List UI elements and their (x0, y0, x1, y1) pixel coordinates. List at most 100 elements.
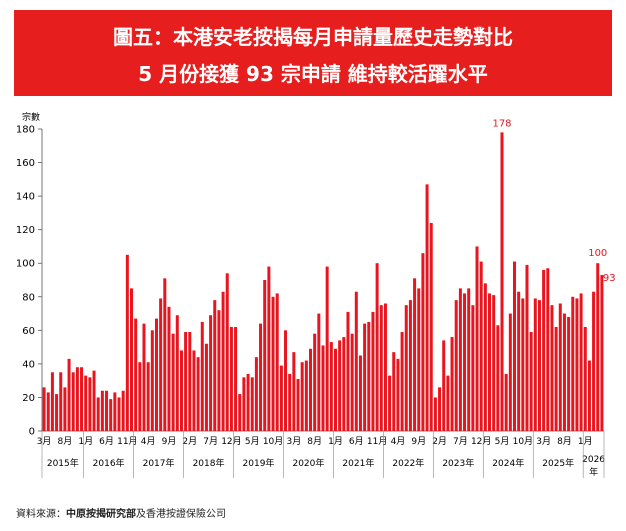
bar (458, 288, 462, 431)
bar (600, 274, 604, 431)
bar (562, 313, 566, 431)
bar (304, 360, 308, 431)
bar (383, 303, 387, 431)
bar (467, 288, 471, 431)
bar (225, 273, 229, 431)
bar (309, 348, 313, 431)
x-tick-label: 9月 (411, 436, 426, 447)
x-tick-label: 5月 (245, 436, 260, 447)
bar (321, 345, 325, 431)
bar (163, 278, 167, 431)
bar (463, 293, 467, 431)
bar (558, 303, 562, 431)
x-tick-label: 3月 (286, 436, 301, 447)
bar (67, 358, 71, 431)
y-axis-label: 宗數 (22, 111, 40, 123)
x-tick-label: 3月 (536, 436, 551, 447)
chart-subtitle: 5 月份接獲 93 宗申請 維持較活躍水平 (138, 62, 488, 86)
bar (512, 261, 516, 431)
bar (209, 315, 213, 431)
data-label: 93 (603, 273, 616, 284)
bar (84, 375, 88, 431)
bar (571, 296, 575, 431)
bar (367, 321, 371, 431)
bar (246, 373, 250, 431)
bar (159, 298, 163, 431)
bar (267, 266, 271, 431)
bar (184, 332, 188, 431)
bar (175, 315, 179, 431)
bar (63, 387, 67, 431)
x-tick-label: 3月 (37, 436, 52, 447)
bar (413, 278, 417, 431)
year-label: 2024年 (492, 457, 524, 469)
bar (583, 326, 587, 431)
y-tick-label: 160 (16, 158, 35, 169)
bar (542, 269, 546, 431)
bar (142, 323, 146, 431)
bar (525, 264, 529, 431)
bar (130, 288, 134, 431)
y-tick-label: 180 (16, 125, 35, 136)
bar (417, 288, 421, 431)
source-note: 資料來源：中原按揭研究部及香港按證保險公司 (16, 505, 226, 520)
bar (254, 357, 258, 431)
bar (188, 332, 192, 431)
bar (550, 305, 554, 431)
bar (446, 375, 450, 431)
bar (238, 394, 242, 431)
data-label: 178 (492, 118, 511, 129)
bar (554, 326, 558, 431)
bar (121, 390, 125, 431)
bar (379, 305, 383, 431)
x-tick-label: 4月 (141, 436, 156, 447)
bar (313, 333, 317, 431)
bar (354, 291, 358, 431)
bar (358, 355, 362, 431)
bar (80, 367, 84, 431)
bar (575, 298, 579, 431)
bar (421, 253, 425, 431)
bar (279, 365, 283, 431)
bar (259, 323, 263, 431)
bar (508, 313, 512, 431)
bar (113, 392, 117, 431)
bar (587, 360, 591, 431)
bar (433, 397, 437, 431)
title-banner: 圖五：本港安老按揭每月申請量歷史走勢對比 5 月份接獲 93 宗申請 維持較活躍… (14, 10, 612, 96)
bar (408, 300, 412, 431)
bar (504, 373, 508, 431)
bar (342, 337, 346, 431)
bar (263, 280, 267, 431)
x-tick-label: 7月 (203, 436, 218, 447)
bar (496, 325, 500, 431)
bar (363, 323, 367, 431)
year-label: 2022年 (392, 457, 424, 469)
bar (296, 378, 300, 431)
bar (109, 399, 113, 431)
chart-title: 圖五：本港安老按揭每月申請量歷史走勢對比 (113, 25, 513, 49)
y-tick-label: 140 (16, 192, 35, 203)
bar (329, 342, 333, 431)
bar (546, 268, 550, 431)
bar (242, 377, 246, 431)
source-org: 中原按揭研究部 (66, 509, 136, 520)
bar (271, 296, 275, 431)
x-tick-label: 10月 (263, 436, 283, 447)
bar (171, 333, 175, 431)
bar (596, 263, 600, 431)
year-label: 2025年 (542, 457, 574, 469)
bar (333, 348, 337, 431)
bar (346, 311, 350, 431)
bar (592, 291, 596, 431)
source-prefix: 資料來源： (16, 509, 66, 520)
y-tick-label: 120 (16, 225, 35, 236)
x-tick-label: 12月 (471, 436, 491, 447)
x-tick-label: 8月 (58, 436, 73, 447)
bar (438, 387, 442, 431)
year-label-suffix: 年 (589, 466, 598, 478)
bar (217, 310, 221, 431)
bar (492, 295, 496, 431)
bar (325, 266, 329, 431)
bar (71, 372, 75, 431)
